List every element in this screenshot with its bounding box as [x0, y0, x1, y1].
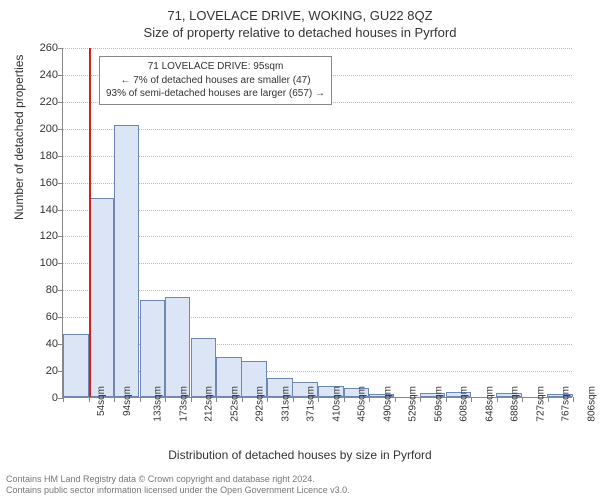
histogram-bar: [165, 297, 191, 397]
ytick-label: 160: [28, 177, 58, 189]
ytick-label: 240: [28, 69, 58, 81]
annotation-line1: 71 LOVELACE DRIVE: 95sqm: [106, 60, 325, 74]
ytick-mark: [58, 210, 63, 211]
ytick-mark: [58, 183, 63, 184]
ytick-mark: [58, 48, 63, 49]
xtick-label: 173sqm: [178, 386, 189, 422]
ytick-mark: [58, 263, 63, 264]
ytick-label: 0: [28, 392, 58, 404]
xtick-mark: [548, 397, 549, 402]
xtick-mark: [216, 397, 217, 402]
xtick-mark: [242, 397, 243, 402]
plot-area: 54sqm94sqm133sqm173sqm212sqm252sqm292sqm…: [62, 48, 572, 398]
xtick-mark: [420, 397, 421, 402]
y-axis-label: Number of detached properties: [12, 55, 26, 220]
xtick-label: 292sqm: [255, 386, 266, 422]
ytick-label: 180: [28, 150, 58, 162]
xtick-mark: [497, 397, 498, 402]
xtick-mark: [165, 397, 166, 402]
xtick-mark: [344, 397, 345, 402]
histogram-bar: [63, 334, 89, 397]
marker-line: [89, 48, 91, 397]
xtick-label: 529sqm: [408, 386, 419, 422]
ytick-label: 120: [28, 230, 58, 242]
gridline: [63, 48, 572, 49]
xtick-label: 252sqm: [229, 386, 240, 422]
xtick-mark: [114, 397, 115, 402]
histogram-bar: [89, 198, 115, 397]
xtick-label: 54sqm: [96, 386, 107, 416]
ytick-label: 100: [28, 257, 58, 269]
ytick-label: 200: [28, 123, 58, 135]
xtick-label: 331sqm: [280, 386, 291, 422]
xtick-mark: [63, 397, 64, 402]
ytick-label: 60: [28, 311, 58, 323]
page-title: 71, LOVELACE DRIVE, WOKING, GU22 8QZ: [0, 0, 600, 23]
xtick-label: 410sqm: [331, 386, 342, 422]
ytick-mark: [58, 236, 63, 237]
xtick-label: 727sqm: [535, 386, 546, 422]
xtick-mark: [395, 397, 396, 402]
xtick-mark: [89, 397, 90, 402]
ytick-label: 40: [28, 338, 58, 350]
footer-credits: Contains HM Land Registry data © Crown c…: [6, 474, 350, 497]
ytick-label: 140: [28, 204, 58, 216]
ytick-label: 260: [28, 42, 58, 54]
xtick-label: 648sqm: [484, 386, 495, 422]
ytick-mark: [58, 290, 63, 291]
ytick-mark: [58, 129, 63, 130]
chart-container: Number of detached properties 54sqm94sqm…: [0, 40, 600, 460]
xtick-mark: [318, 397, 319, 402]
ytick-mark: [58, 156, 63, 157]
xtick-mark: [191, 397, 192, 402]
ytick-label: 20: [28, 365, 58, 377]
xtick-label: 94sqm: [122, 386, 133, 416]
ytick-mark: [58, 75, 63, 76]
footer-line2: Contains public sector information licen…: [6, 485, 350, 496]
xtick-mark: [140, 397, 141, 402]
ytick-label: 80: [28, 284, 58, 296]
annotation-line2: ← 7% of detached houses are smaller (47): [106, 74, 325, 88]
histogram-bar: [140, 300, 166, 397]
xtick-label: 490sqm: [382, 386, 393, 422]
annotation-line3: 93% of semi-detached houses are larger (…: [106, 87, 325, 101]
xtick-label: 608sqm: [459, 386, 470, 422]
xtick-mark: [267, 397, 268, 402]
xtick-label: 450sqm: [357, 386, 368, 422]
xtick-label: 767sqm: [561, 386, 572, 422]
xtick-mark: [471, 397, 472, 402]
xtick-mark: [522, 397, 523, 402]
xtick-label: 806sqm: [586, 386, 597, 422]
footer-line1: Contains HM Land Registry data © Crown c…: [6, 474, 350, 485]
xtick-mark: [293, 397, 294, 402]
ytick-mark: [58, 317, 63, 318]
x-axis-label: Distribution of detached houses by size …: [0, 448, 600, 462]
xtick-mark: [573, 397, 574, 402]
xtick-label: 688sqm: [510, 386, 521, 422]
xtick-label: 133sqm: [153, 386, 164, 422]
xtick-mark: [369, 397, 370, 402]
xtick-label: 569sqm: [433, 386, 444, 422]
page-subtitle: Size of property relative to detached ho…: [0, 23, 600, 40]
xtick-mark: [446, 397, 447, 402]
histogram-bar: [114, 125, 140, 397]
xtick-label: 212sqm: [204, 386, 215, 422]
annotation-box: 71 LOVELACE DRIVE: 95sqm ← 7% of detache…: [99, 56, 332, 105]
xtick-label: 371sqm: [306, 386, 317, 422]
ytick-label: 220: [28, 96, 58, 108]
ytick-mark: [58, 102, 63, 103]
